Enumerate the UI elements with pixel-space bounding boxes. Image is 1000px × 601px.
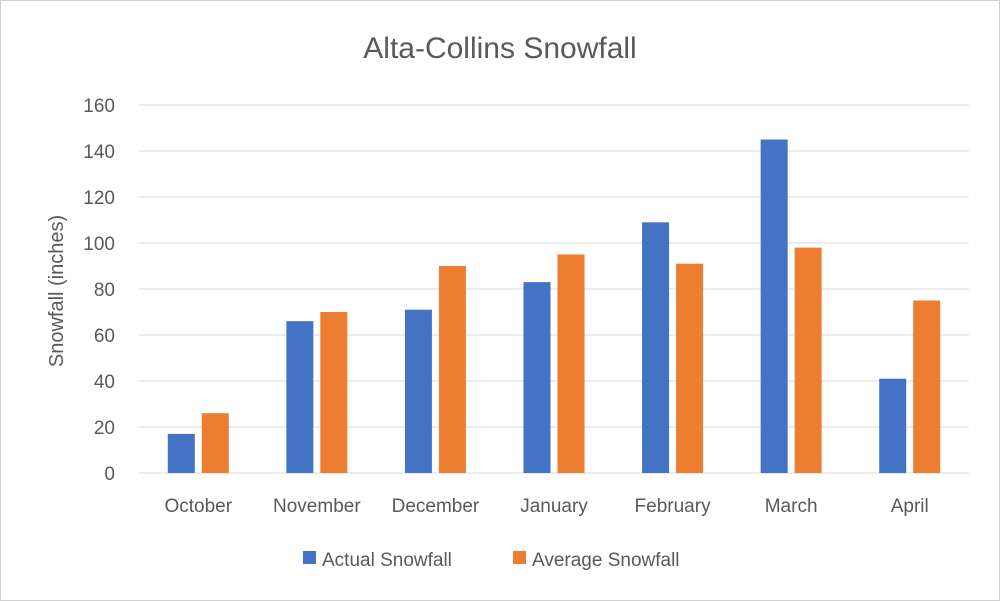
y-tick-label: 120: [83, 188, 115, 209]
x-tick-label: February: [635, 496, 712, 517]
x-tick-label: December: [392, 496, 480, 517]
x-tick-label: November: [273, 496, 361, 517]
bar-actual-snowfall: [167, 433, 195, 473]
bar-average-snowfall: [557, 254, 585, 473]
bar-average-snowfall: [438, 266, 466, 473]
y-tick-label: 80: [94, 280, 115, 301]
bar-actual-snowfall: [286, 321, 314, 473]
y-tick-label: 40: [94, 372, 115, 393]
bars: [167, 139, 941, 473]
bar-actual-snowfall: [404, 309, 432, 473]
x-tick-label: April: [891, 496, 929, 517]
bar-actual-snowfall: [523, 282, 551, 473]
y-tick-label: 60: [94, 326, 115, 347]
x-tick-label: March: [765, 496, 818, 517]
bar-average-snowfall: [676, 263, 704, 473]
y-tick-label: 160: [83, 96, 115, 117]
bar-actual-snowfall: [760, 139, 788, 473]
legend-label: Actual Snowfall: [322, 550, 452, 571]
y-tick-labels: 0 20 40 60 80 100 120 140 160: [83, 96, 115, 485]
x-tick-labels: October November December January February Ma…: [164, 496, 928, 517]
y-tick-label: 140: [83, 142, 115, 163]
y-tick-label: 0: [104, 464, 115, 485]
legend-swatch: [513, 551, 526, 564]
bar-average-snowfall: [201, 413, 229, 473]
legend: Actual Snowfall Average Snowfall: [303, 550, 680, 571]
legend-swatch: [303, 551, 316, 564]
bar-average-snowfall: [320, 312, 348, 473]
bar-average-snowfall: [913, 300, 941, 473]
y-tick-label: 100: [83, 234, 115, 255]
legend-label: Average Snowfall: [532, 550, 680, 571]
x-tick-label: October: [164, 496, 232, 517]
gridlines: [139, 104, 969, 474]
chart-title: Alta-Collins Snowfall: [363, 32, 636, 65]
bar-average-snowfall: [794, 247, 822, 473]
x-tick-label: January: [520, 496, 588, 517]
y-tick-label: 20: [94, 418, 115, 439]
bar-actual-snowfall: [879, 378, 907, 473]
y-axis-label: Snowfall (inches): [46, 215, 68, 367]
bar-actual-snowfall: [642, 222, 670, 473]
